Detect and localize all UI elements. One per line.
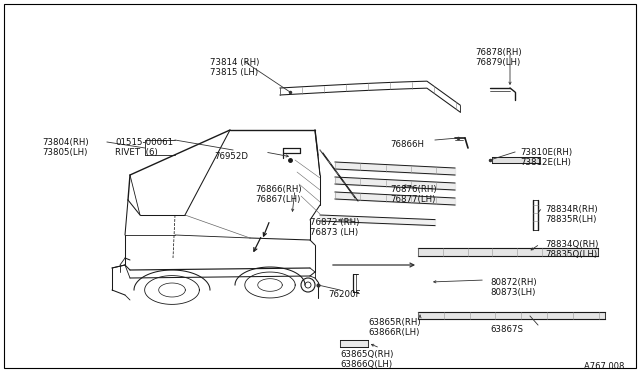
Text: RIVET  (6): RIVET (6) — [115, 148, 157, 157]
Text: 76877(LH): 76877(LH) — [390, 195, 435, 204]
Text: 73812E(LH): 73812E(LH) — [520, 158, 571, 167]
Text: 76200F: 76200F — [328, 290, 360, 299]
Text: 01515-00061: 01515-00061 — [115, 138, 173, 147]
Text: 78835Q(LH): 78835Q(LH) — [545, 250, 597, 259]
Text: 73810E(RH): 73810E(RH) — [520, 148, 572, 157]
Text: 76867(LH): 76867(LH) — [255, 195, 300, 204]
Text: 73814 (RH): 73814 (RH) — [210, 58, 259, 67]
Text: 76879(LH): 76879(LH) — [475, 58, 520, 67]
Text: 63865R(RH): 63865R(RH) — [368, 318, 420, 327]
Text: 76876(RH): 76876(RH) — [390, 185, 436, 194]
Text: 63867S: 63867S — [490, 325, 523, 334]
Text: 76878(RH): 76878(RH) — [475, 48, 522, 57]
Text: A767 008: A767 008 — [584, 362, 625, 371]
Text: 78835R(LH): 78835R(LH) — [545, 215, 596, 224]
Text: 76866H: 76866H — [390, 140, 424, 149]
Text: 80872(RH): 80872(RH) — [490, 278, 536, 287]
Text: 63866Q(LH): 63866Q(LH) — [340, 360, 392, 369]
Text: 76866(RH): 76866(RH) — [255, 185, 301, 194]
Text: 63866R(LH): 63866R(LH) — [368, 328, 419, 337]
Text: 76952D: 76952D — [214, 152, 248, 161]
Text: 76872 (RH): 76872 (RH) — [310, 218, 360, 227]
Text: 73805(LH): 73805(LH) — [42, 148, 88, 157]
Text: 76873 (LH): 76873 (LH) — [310, 228, 358, 237]
Text: 63865Q(RH): 63865Q(RH) — [340, 350, 394, 359]
Text: 80873(LH): 80873(LH) — [490, 288, 536, 297]
Text: 73804(RH): 73804(RH) — [42, 138, 88, 147]
Text: 73815 (LH): 73815 (LH) — [210, 68, 258, 77]
Text: 78834R(RH): 78834R(RH) — [545, 205, 598, 214]
Text: 78834Q(RH): 78834Q(RH) — [545, 240, 598, 249]
